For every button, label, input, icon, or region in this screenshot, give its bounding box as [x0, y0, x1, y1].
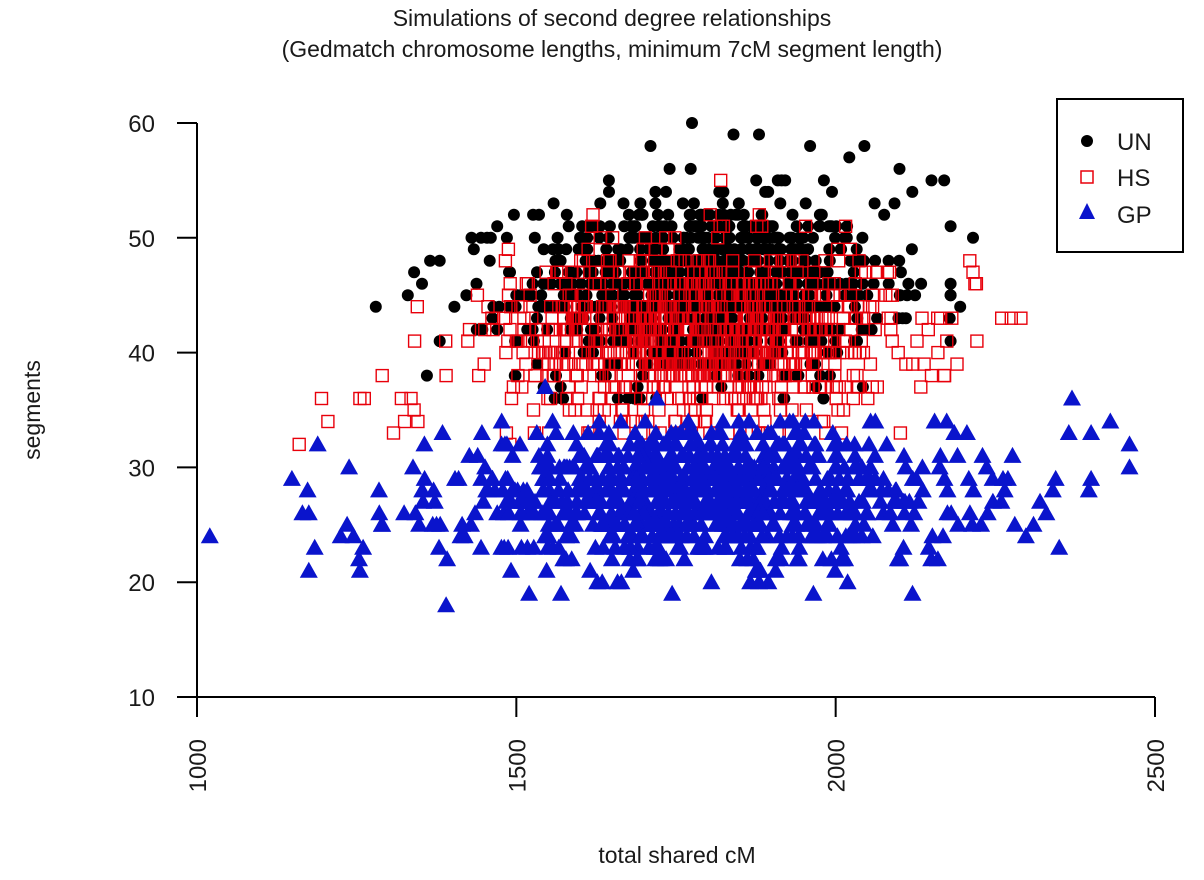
y-axis: 10 20 30 40 50 60 [128, 111, 198, 712]
legend-box [1056, 98, 1184, 253]
legend-item-gp: GP [1079, 202, 1152, 229]
series-hs [292, 173, 1028, 452]
y-tick-label: 40 [128, 341, 155, 368]
series-gp [200, 378, 1139, 613]
y-axis-title: segments [19, 360, 45, 460]
x-axis-title: total shared cM [598, 842, 755, 868]
plot-points [200, 117, 1139, 613]
x-axis: 1000 1500 2000 2500 [185, 696, 1170, 792]
y-tick-label: 30 [128, 455, 155, 482]
x-tick-label: 2500 [1143, 739, 1170, 792]
chart-title: Simulations of second degree relationshi… [392, 5, 832, 31]
y-tick-label: 60 [128, 111, 155, 138]
legend-label-hs: HS [1117, 165, 1150, 192]
legend-label-gp: GP [1117, 202, 1152, 229]
legend: UN HS GP [1056, 98, 1184, 253]
legend-item-un: UN [1081, 129, 1152, 156]
legend-item-hs: HS [1080, 165, 1150, 192]
x-tick-label: 1500 [504, 739, 531, 792]
open-square-icon [1080, 170, 1094, 184]
chart-subtitle: (Gedmatch chromosome lengths, minimum 7c… [281, 36, 943, 62]
x-tick-label: 1000 [185, 739, 212, 792]
filled-circle-icon [1081, 135, 1093, 147]
x-tick-label: 2000 [824, 739, 851, 792]
y-tick-label: 20 [128, 570, 155, 597]
y-tick-label: 50 [128, 226, 155, 253]
y-tick-label: 10 [128, 685, 155, 712]
filled-triangle-icon [1079, 203, 1095, 219]
legend-label-un: UN [1117, 129, 1152, 156]
